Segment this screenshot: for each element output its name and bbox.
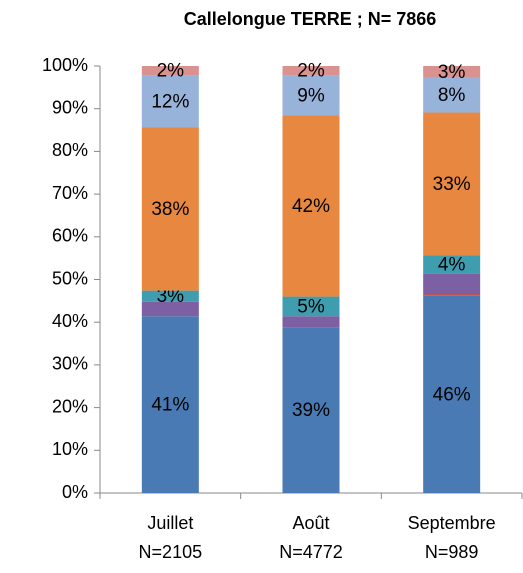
x-tick-count: N=4772 xyxy=(279,542,343,562)
data-label: 38% xyxy=(151,199,189,220)
bar-segment xyxy=(141,301,199,317)
bar-segment xyxy=(423,112,481,256)
y-tick-label: 40% xyxy=(52,311,88,331)
bar-segment xyxy=(423,255,481,274)
bar-segment xyxy=(423,294,481,296)
x-tick-label: Septembre xyxy=(408,513,496,533)
y-tick-label: 10% xyxy=(52,439,88,459)
bar-segment xyxy=(282,296,340,317)
data-label: 3% xyxy=(157,286,185,307)
bar-segment xyxy=(141,290,199,302)
data-label: 12% xyxy=(151,91,189,112)
bar-segment xyxy=(141,66,199,76)
y-tick-label: 50% xyxy=(52,268,88,288)
chart-title: Callelongue TERRE ; N= 7866 xyxy=(184,9,437,29)
data-label: 9% xyxy=(297,85,325,106)
x-tick-label: Août xyxy=(292,513,329,533)
bar-segment xyxy=(423,295,481,493)
bar-segment xyxy=(141,127,199,291)
data-label: 33% xyxy=(433,174,471,195)
bar-segment xyxy=(423,77,481,113)
x-tick-label: Juillet xyxy=(147,513,193,533)
bar-segment xyxy=(282,75,340,116)
data-label: 3% xyxy=(438,62,466,83)
y-tick-label: 30% xyxy=(52,354,88,374)
data-label: 46% xyxy=(433,384,471,405)
bar-segment xyxy=(141,316,199,493)
data-label: 2% xyxy=(157,61,185,82)
data-label: 4% xyxy=(438,255,466,276)
y-tick-label: 90% xyxy=(52,97,88,117)
data-label: 5% xyxy=(297,296,325,317)
bar-segment xyxy=(141,75,199,128)
y-tick-label: 20% xyxy=(52,396,88,416)
bar-segment xyxy=(282,115,340,297)
y-tick-label: 70% xyxy=(52,183,88,203)
bar-segment xyxy=(282,66,340,76)
data-label: 41% xyxy=(151,395,189,416)
bar-segment xyxy=(282,316,340,328)
y-tick-label: 0% xyxy=(62,482,88,502)
bar-segment xyxy=(423,273,481,295)
y-tick-label: 100% xyxy=(42,55,88,75)
y-tick-label: 80% xyxy=(52,140,88,160)
bar-segment xyxy=(423,66,481,78)
y-tick-label: 60% xyxy=(52,226,88,246)
data-label: 2% xyxy=(297,61,325,82)
data-label: 42% xyxy=(292,196,330,217)
data-label: 39% xyxy=(292,400,330,421)
x-tick-count: N=2105 xyxy=(139,542,203,562)
data-label: 8% xyxy=(438,85,466,106)
bar-segment xyxy=(282,327,340,493)
x-tick-count: N=989 xyxy=(425,542,479,562)
